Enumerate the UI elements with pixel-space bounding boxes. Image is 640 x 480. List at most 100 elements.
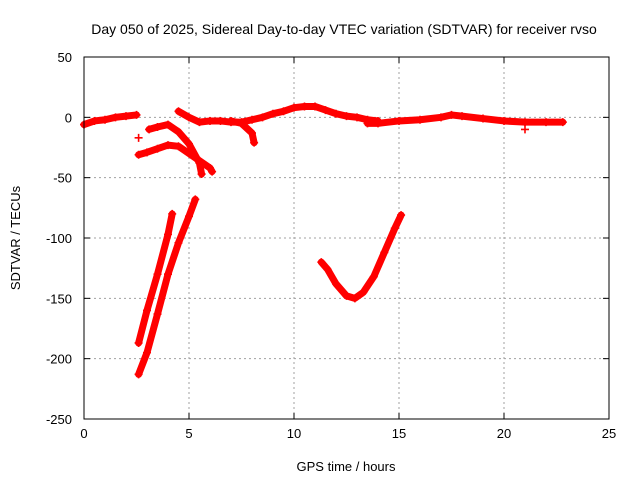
data-point bbox=[134, 133, 143, 142]
data-point bbox=[90, 116, 99, 125]
data-point bbox=[153, 122, 162, 131]
series-near-zero-band bbox=[174, 102, 382, 127]
x-tick-label: 25 bbox=[602, 426, 616, 441]
grid-lines bbox=[84, 57, 609, 419]
data-point bbox=[342, 112, 351, 121]
data-point bbox=[174, 142, 183, 151]
data-point bbox=[521, 125, 529, 134]
data-point bbox=[248, 115, 256, 124]
data-point bbox=[390, 224, 399, 233]
x-tick-label: 0 bbox=[80, 426, 87, 441]
data-point bbox=[132, 110, 141, 119]
data-point bbox=[208, 167, 217, 176]
data-point bbox=[227, 116, 235, 125]
data-point bbox=[153, 310, 162, 319]
data-point bbox=[216, 116, 225, 125]
data-point bbox=[363, 119, 372, 128]
data-point bbox=[395, 116, 403, 125]
data-point bbox=[369, 272, 378, 281]
data-point bbox=[174, 127, 183, 136]
chart-title: Day 050 of 2025, Sidereal Day-to-day VTE… bbox=[91, 21, 597, 37]
data-point bbox=[143, 348, 151, 357]
x-axis-label: GPS time / hours bbox=[297, 459, 396, 474]
data-point bbox=[311, 102, 319, 111]
series-near-zero-band bbox=[80, 110, 141, 129]
data-point bbox=[317, 258, 326, 267]
x-tick-label: 5 bbox=[185, 426, 192, 441]
series-isolated-points bbox=[134, 125, 529, 142]
data-point bbox=[174, 238, 183, 247]
data-point bbox=[416, 115, 424, 124]
data-point bbox=[332, 109, 340, 118]
data-point bbox=[269, 109, 277, 118]
data-point bbox=[191, 195, 200, 204]
data-point bbox=[134, 370, 143, 379]
data-point bbox=[185, 212, 193, 221]
data-point bbox=[342, 291, 351, 300]
data-point bbox=[185, 149, 193, 158]
y-tick-label: -250 bbox=[46, 412, 72, 427]
series-dip-arc bbox=[227, 116, 259, 147]
data-point bbox=[250, 138, 259, 147]
data-point bbox=[290, 103, 298, 112]
data-point bbox=[143, 148, 151, 157]
data-point bbox=[380, 248, 389, 257]
data-point bbox=[164, 120, 172, 129]
data-point bbox=[479, 114, 487, 123]
data-point bbox=[197, 170, 206, 179]
data-point bbox=[164, 270, 172, 279]
data-point bbox=[447, 110, 456, 119]
axis-ticks: 0 5 10 15 20 25 50 0 -50 -100 -150 -200 -250 bbox=[46, 50, 616, 441]
data-point bbox=[195, 156, 204, 165]
data-point bbox=[153, 144, 162, 153]
data-point bbox=[174, 107, 183, 116]
data-point bbox=[145, 125, 154, 134]
series-trace bbox=[317, 211, 405, 302]
data-point bbox=[323, 265, 332, 274]
data-point bbox=[321, 106, 330, 115]
series-descending-arc-B bbox=[134, 141, 217, 176]
y-tick-label: 50 bbox=[58, 50, 72, 65]
data-point bbox=[500, 116, 508, 125]
y-axis-label: SDTVAR / TECUs bbox=[8, 185, 23, 290]
y-tick-label: -50 bbox=[53, 171, 72, 186]
data-point bbox=[185, 113, 193, 122]
data-point bbox=[332, 279, 340, 288]
data-point bbox=[359, 288, 368, 297]
data-point bbox=[353, 113, 361, 122]
data-point bbox=[397, 211, 406, 220]
data-point bbox=[248, 129, 256, 138]
data-point bbox=[168, 209, 177, 218]
series-steep-rise-B bbox=[134, 195, 200, 379]
x-tick-label: 10 bbox=[287, 426, 301, 441]
data-point bbox=[134, 338, 143, 347]
y-tick-label: -200 bbox=[46, 352, 72, 367]
y-tick-label: 0 bbox=[65, 110, 72, 125]
data-point bbox=[134, 150, 143, 159]
data-point bbox=[185, 139, 193, 148]
data-point bbox=[101, 115, 109, 124]
data-point bbox=[143, 306, 151, 315]
data-point bbox=[206, 116, 214, 125]
x-tick-label: 20 bbox=[497, 426, 511, 441]
series-trace bbox=[227, 117, 258, 147]
data-point bbox=[195, 118, 204, 127]
data-point bbox=[164, 141, 172, 150]
data-point bbox=[153, 270, 162, 279]
data-point bbox=[258, 113, 267, 122]
data-point bbox=[122, 112, 130, 121]
data-point bbox=[350, 294, 359, 303]
data-point bbox=[437, 113, 445, 122]
series-trace bbox=[175, 102, 382, 126]
data-point bbox=[558, 118, 567, 127]
y-tick-label: -150 bbox=[46, 291, 72, 306]
data-point bbox=[374, 119, 382, 128]
y-tick-label: -100 bbox=[46, 231, 72, 246]
data-point bbox=[542, 118, 550, 127]
data-point bbox=[458, 112, 466, 121]
data-point bbox=[164, 230, 172, 239]
series-trough-arc bbox=[317, 211, 406, 303]
data-point bbox=[111, 113, 120, 122]
data-series bbox=[80, 102, 567, 379]
